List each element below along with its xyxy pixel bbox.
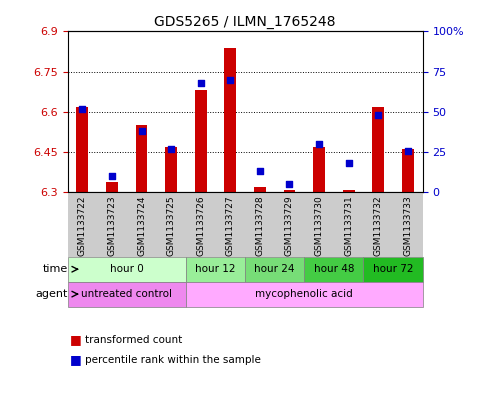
Bar xyxy=(68,257,186,282)
Text: time: time xyxy=(43,264,68,274)
Text: ■: ■ xyxy=(70,333,82,347)
Bar xyxy=(284,190,296,193)
Text: GSM1133725: GSM1133725 xyxy=(167,196,176,256)
Text: agent: agent xyxy=(36,289,68,299)
Text: hour 48: hour 48 xyxy=(313,264,354,274)
Text: hour 72: hour 72 xyxy=(373,264,413,274)
Bar xyxy=(76,107,88,193)
Point xyxy=(374,112,382,118)
Bar xyxy=(195,90,207,193)
Point xyxy=(108,173,116,180)
Bar xyxy=(225,48,236,193)
Bar xyxy=(186,282,423,307)
Point xyxy=(227,77,234,83)
Bar xyxy=(304,257,364,282)
Text: GSM1133732: GSM1133732 xyxy=(374,196,383,256)
Text: ■: ■ xyxy=(70,353,82,366)
Text: GSM1133724: GSM1133724 xyxy=(137,196,146,256)
Text: GSM1133731: GSM1133731 xyxy=(344,196,353,256)
Text: hour 24: hour 24 xyxy=(255,264,295,274)
Point xyxy=(138,128,145,134)
Text: hour 12: hour 12 xyxy=(195,264,236,274)
Bar xyxy=(165,147,177,193)
Point xyxy=(345,160,353,167)
Bar xyxy=(106,182,118,193)
Bar xyxy=(136,125,147,193)
Bar xyxy=(245,257,304,282)
Text: GSM1133723: GSM1133723 xyxy=(108,196,116,256)
Bar xyxy=(402,149,414,193)
Text: transformed count: transformed count xyxy=(85,335,182,345)
Title: GDS5265 / ILMN_1765248: GDS5265 / ILMN_1765248 xyxy=(155,15,336,29)
Bar xyxy=(254,187,266,193)
Text: mycophenolic acid: mycophenolic acid xyxy=(256,289,353,299)
Point xyxy=(256,168,264,174)
Text: GSM1133730: GSM1133730 xyxy=(314,196,324,256)
Bar xyxy=(364,257,423,282)
Point xyxy=(197,80,205,86)
Text: GSM1133727: GSM1133727 xyxy=(226,196,235,256)
Text: GSM1133733: GSM1133733 xyxy=(403,196,412,256)
Text: untreated control: untreated control xyxy=(81,289,172,299)
Bar xyxy=(372,107,384,193)
Point xyxy=(315,141,323,147)
Text: GSM1133726: GSM1133726 xyxy=(196,196,205,256)
Text: GSM1133722: GSM1133722 xyxy=(78,196,87,256)
Point xyxy=(167,146,175,152)
Text: GSM1133728: GSM1133728 xyxy=(256,196,264,256)
Text: percentile rank within the sample: percentile rank within the sample xyxy=(85,354,260,365)
Bar xyxy=(68,282,186,307)
Text: hour 0: hour 0 xyxy=(110,264,143,274)
Point xyxy=(79,106,86,112)
Bar xyxy=(313,147,325,193)
Bar xyxy=(343,190,355,193)
Text: GSM1133729: GSM1133729 xyxy=(285,196,294,256)
Point xyxy=(404,147,412,154)
Bar xyxy=(186,257,245,282)
Point xyxy=(285,181,293,187)
